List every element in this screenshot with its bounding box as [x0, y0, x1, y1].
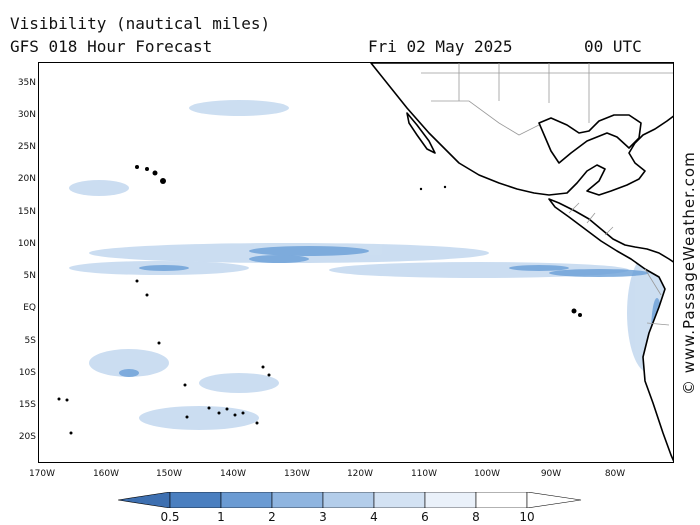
lat-label: 20S — [18, 432, 36, 442]
colorbar-label: 2 — [268, 510, 276, 524]
lat-label: 15N — [17, 207, 36, 217]
forecast-time: 00 UTC — [584, 37, 642, 56]
lon-label: 120W — [346, 469, 374, 479]
colorbar-label: 0.5 — [160, 510, 180, 524]
lon-label: 160W — [92, 469, 120, 479]
landmass — [370, 63, 673, 462]
visibility-colorbar — [118, 492, 582, 508]
colorbar-segment — [526, 492, 582, 508]
colorbar-label: 1 — [217, 510, 225, 524]
colorbar-label: 10 — [519, 510, 535, 524]
islands — [57, 165, 582, 435]
country-borders — [421, 63, 673, 326]
map-panel — [38, 62, 674, 463]
forecast-date: Fri 02 May 2025 — [368, 37, 513, 56]
lat-label: 5N — [23, 271, 36, 281]
lat-label: 25N — [17, 142, 36, 152]
colorbar-label: 3 — [319, 510, 327, 524]
forecast-subtitle: GFS 018 Hour Forecast — [10, 37, 213, 56]
lat-label: 20N — [17, 174, 36, 184]
credit-text: © www.PassageWeather.com — [680, 151, 698, 395]
colorbar-segment — [118, 492, 171, 508]
colorbar-segment — [424, 492, 477, 508]
lon-label: 130W — [283, 469, 311, 479]
colorbar-segment — [373, 492, 426, 508]
lat-label: EQ — [23, 303, 36, 313]
lat-label: 35N — [17, 78, 36, 88]
lat-label: 5S — [24, 336, 36, 346]
colorbar-segment — [322, 492, 375, 508]
map-title: Visibility (nautical miles) — [10, 14, 271, 33]
lon-label: 140W — [219, 469, 247, 479]
colorbar-segment — [220, 492, 273, 508]
colorbar-segment — [271, 492, 324, 508]
lon-label: 100W — [473, 469, 501, 479]
lat-label: 15S — [18, 400, 36, 410]
colorbar-label: 6 — [421, 510, 429, 524]
lat-label: 10S — [18, 368, 36, 378]
lon-label: 110W — [410, 469, 438, 479]
lat-label: 10N — [17, 239, 36, 249]
lat-label: 30N — [17, 110, 36, 120]
colorbar-label: 8 — [472, 510, 480, 524]
lon-label: 90W — [540, 469, 562, 479]
colorbar-segment — [169, 492, 222, 508]
visibility-map — [57, 63, 673, 462]
lon-label: 170W — [28, 469, 56, 479]
colorbar-label: 4 — [370, 510, 378, 524]
lon-label: 80W — [604, 469, 626, 479]
lon-label: 150W — [155, 469, 183, 479]
colorbar-segment — [475, 492, 528, 508]
